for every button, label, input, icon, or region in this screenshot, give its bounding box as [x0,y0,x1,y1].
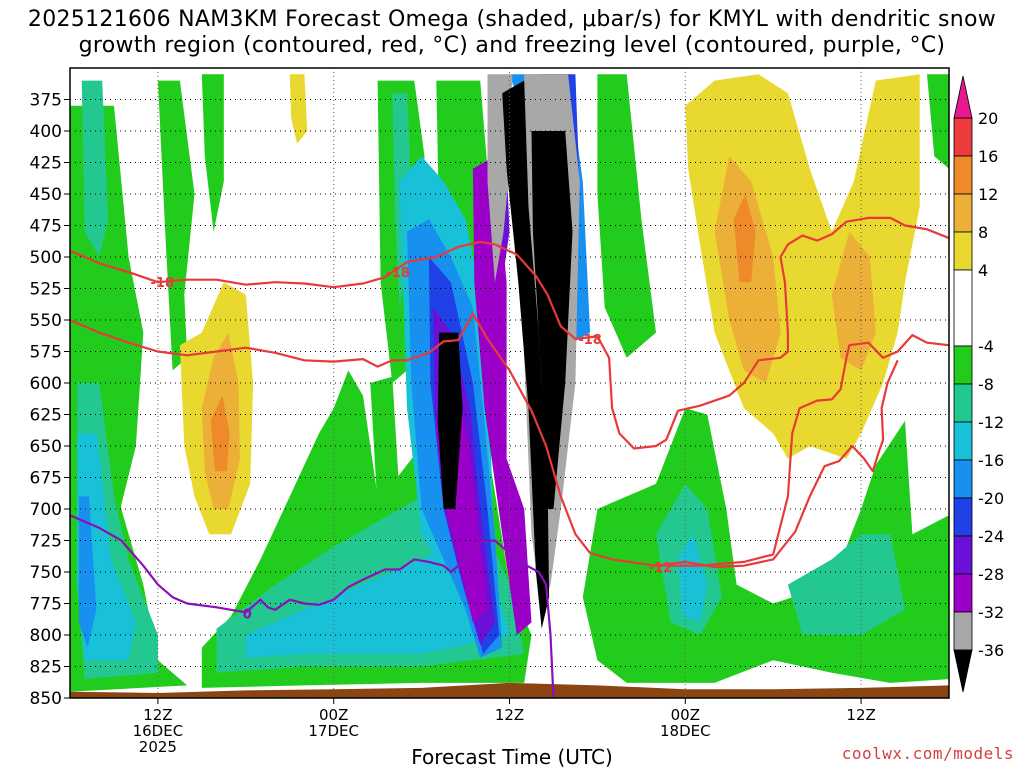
colorbar-tick-label: 4 [978,261,988,280]
x-tick-label: 12Z [495,706,524,724]
colorbar-bin [953,421,973,461]
dgz-contour [655,359,899,569]
colorbar-bin [953,231,973,271]
colorbar-bin [953,611,973,651]
chart-title-line1: 2025121606 NAM3KM Forecast Omega (shaded… [27,7,997,32]
colorbar-tick-label: 16 [978,147,998,166]
colorbar-bin [953,383,973,423]
x-tick-label: 12Z [143,706,172,724]
contour-label: 0 [243,608,252,623]
contours: -18 -18 -18 -12 0 [70,216,949,698]
omega-region--12 [81,80,109,257]
colorbar-tick-label: -32 [978,603,1004,622]
x-tick-label: 12Z [846,706,875,724]
credit-link[interactable]: coolwx.com/models [841,744,1014,763]
gridlines [70,68,949,699]
y-tick-label: 850 [30,689,62,709]
colorbar-tick-label: 12 [978,185,998,204]
dgz-contour [70,240,598,340]
y-tick-label: 575 [30,343,62,363]
omega-region--8 [597,74,656,358]
colorbar-tick-label: -4 [978,337,994,356]
colorbar-tick-label: 20 [978,109,998,128]
contour-label: -18 [386,266,410,281]
colorbar-tick-label: -16 [978,451,1004,470]
x-tick-label: 00Z [319,706,348,724]
omega-region--12 [787,534,905,635]
omega-region-below [531,131,573,509]
colorbar-bin [953,193,973,233]
contour-label: -18 [151,276,175,291]
shaded-field [70,74,949,698]
chart-title-line2: growth region (contoured, red, °C) and f… [78,33,946,58]
colorbar-bottom-arrow [953,649,973,693]
colorbar-bin [953,573,973,613]
contour-label: -18 [578,333,602,348]
colorbar-bin [953,497,973,537]
omega-region-4 [289,74,308,144]
x-tick-label: 2025 [139,738,177,756]
y-tick-label: 500 [30,248,62,268]
terrain-ground [70,682,949,698]
x-tick-label: 16DEC [133,722,184,740]
y-tick-label: 650 [30,437,62,457]
y-tick-label: 450 [30,185,62,205]
colorbar-bin [953,535,973,575]
omega-region--8 [370,376,400,509]
y-tick-label: 825 [30,658,62,678]
colorbar-bin [953,345,973,385]
colorbar-bin [953,155,973,195]
x-tick-label: 17DEC [308,722,359,740]
y-tick-label: 475 [30,217,62,237]
contour-label: -12 [649,561,673,576]
colorbar-tick-label: -20 [978,489,1004,508]
colorbar-tick-label: -28 [978,565,1004,584]
colorbar-bin [953,269,973,347]
y-tick-label: 700 [30,500,62,520]
colorbar-top-arrow [953,75,973,119]
omega-region--32 [472,156,532,635]
y-tick-label: 775 [30,595,62,615]
y-tick-label: 525 [30,280,62,300]
colorbar-tick-label: -24 [978,527,1004,546]
omega-region--8 [927,74,949,169]
dgz-contour [70,312,949,567]
y-tick-label: 375 [30,91,62,111]
y-tick-label: 425 [30,154,62,174]
y-tick-label: 750 [30,563,62,583]
dgz-contour [596,216,949,450]
colorbar-tick-label: 8 [978,223,988,242]
y-tick-label: 400 [30,122,62,142]
colorbar-bin [953,459,973,499]
omega-region-below [502,80,550,629]
omega-region--8 [157,80,195,371]
omega-region-8 [831,231,876,371]
omega-region-below [437,332,463,509]
x-tick-label: 18DEC [660,722,711,740]
y-tick-label: 600 [30,374,62,394]
y-tick-label: 625 [30,406,62,426]
freezing-level-contour [70,514,555,698]
y-tick-label: 550 [30,311,62,331]
omega-region--20 [78,496,97,648]
x-tick-label: 00Z [671,706,700,724]
colorbar-tick-label: -36 [978,641,1004,660]
colorbar-tick-label: -8 [978,375,994,394]
y-tick-label: 725 [30,532,62,552]
colorbar: 20 16 12 8 4 -4 -8 -12 -16 -20 -24 -28 -32 -36 [953,75,1004,693]
omega-region--8 [201,74,224,232]
colorbar-tick-label: -12 [978,413,1004,432]
y-tick-label: 675 [30,469,62,489]
colorbar-bin [953,117,973,157]
x-axis-title: Forecast Time (UTC) [411,745,613,769]
omega-region-12 [733,194,756,283]
y-tick-label: 800 [30,626,62,646]
